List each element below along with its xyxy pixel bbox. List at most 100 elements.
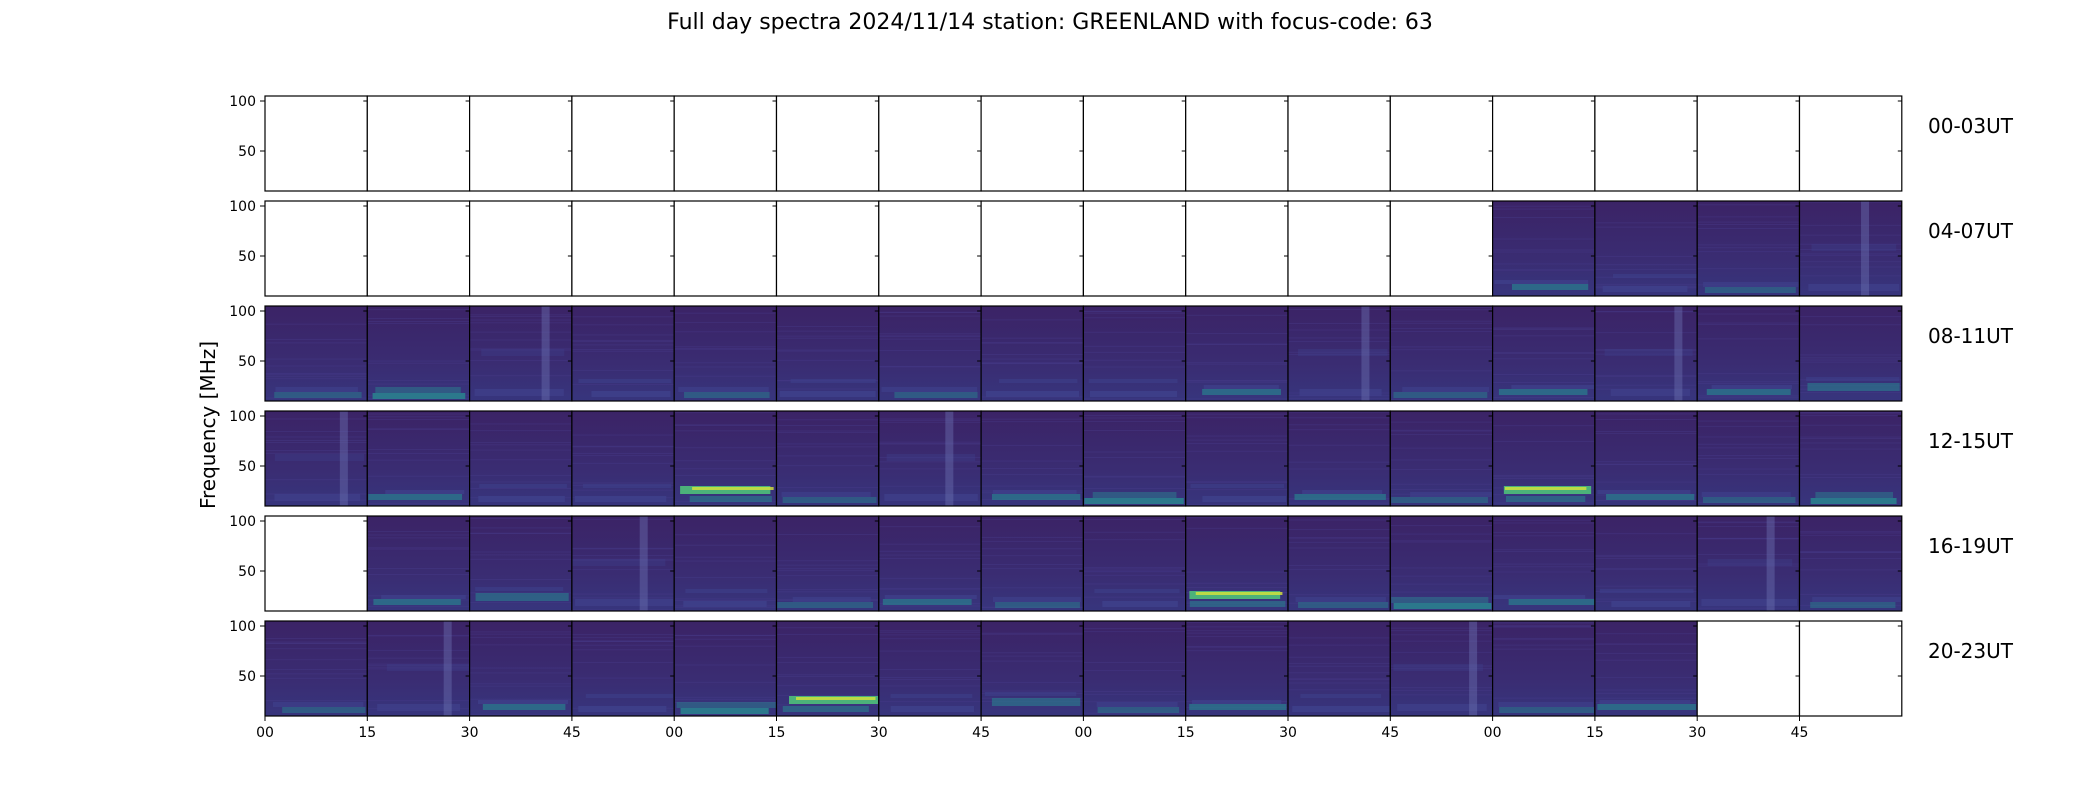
noise-line: [571, 518, 675, 520]
spectrum-panel: [366, 620, 471, 717]
noise-line: [1697, 204, 1800, 206]
spectrum-panel: [775, 410, 880, 507]
noise-line: [469, 322, 572, 324]
empty-panel: [1288, 96, 1391, 191]
noise-line: [367, 666, 470, 668]
noise-line: [1185, 571, 1288, 573]
emission-band: [689, 496, 772, 502]
x-tick-label: 00: [1484, 725, 1502, 741]
spectrum-background: [571, 516, 675, 611]
noise-line: [878, 333, 982, 335]
noise-line: [1697, 420, 1800, 422]
spectrum-panel: [264, 95, 368, 192]
noise-line: [674, 606, 777, 608]
noise-line: [1492, 522, 1595, 524]
noise-line: [878, 441, 982, 443]
noise-line: [878, 366, 982, 368]
noise-line: [1185, 481, 1288, 483]
emission-band: [1612, 274, 1697, 278]
x-tick-label: 15: [358, 725, 376, 741]
emission-band: [792, 597, 871, 602]
empty-panel: [981, 96, 1084, 191]
emission-band: [1094, 589, 1180, 593]
emission-band: [1203, 385, 1279, 389]
y-tick-label: 50: [238, 354, 256, 370]
noise-line: [776, 424, 879, 426]
noise-line: [1594, 697, 1698, 699]
spectrum-background: [1185, 411, 1288, 506]
noise-line: [1697, 268, 1800, 270]
noise-line: [674, 430, 777, 432]
spectrum-panel: [1491, 305, 1596, 402]
noise-line: [1185, 646, 1288, 648]
empty-panel: [265, 516, 368, 611]
noise-line: [981, 444, 1084, 446]
noise-line: [776, 575, 879, 577]
noise-line: [1083, 631, 1186, 633]
noise-line: [1083, 583, 1186, 585]
noise-line: [981, 690, 1084, 692]
x-tick-label: 30: [461, 725, 479, 741]
emission-band: [1602, 286, 1688, 292]
spectrum-panel: [264, 515, 368, 612]
noise-line: [776, 633, 879, 635]
noise-line: [776, 591, 879, 593]
noise-line: [878, 577, 982, 579]
noise-line: [571, 446, 675, 448]
spectrum-background: [1288, 621, 1391, 716]
spectrum-panel: [1798, 620, 1903, 717]
noise-line: [1594, 264, 1698, 266]
noise-line: [1185, 362, 1288, 364]
noise-line: [1083, 398, 1186, 400]
noise-line: [1697, 538, 1800, 540]
noise-line: [367, 664, 470, 666]
noise-line: [1288, 337, 1391, 339]
emission-band: [685, 589, 768, 593]
noise-line: [1083, 568, 1186, 570]
noise-line: [1185, 380, 1288, 382]
spectrum-panel: [1185, 200, 1289, 297]
emission-band: [1499, 707, 1594, 713]
noise-line: [1390, 430, 1493, 432]
noise-line: [1390, 627, 1493, 629]
spectrum-panel: [469, 95, 573, 192]
noise-line: [571, 662, 675, 664]
noise-line: [1083, 596, 1186, 598]
noise-line: [1492, 622, 1595, 624]
noise-line: [1799, 324, 1902, 326]
emission-band: [1092, 492, 1177, 498]
emission-band: [1610, 389, 1690, 396]
noise-line: [776, 335, 879, 337]
noise-line: [1288, 662, 1391, 664]
emission-band: [585, 694, 674, 698]
noise-line: [1799, 474, 1902, 476]
spectrum-panel: [571, 410, 675, 507]
spectrum-background: [1799, 201, 1902, 296]
spectrum-background: [1697, 516, 1800, 611]
emission-band: [275, 387, 358, 392]
emission-band: [274, 454, 365, 461]
emission-band: [482, 704, 566, 710]
noise-line: [571, 609, 675, 611]
noise-line: [571, 554, 675, 556]
noise-line: [1185, 314, 1288, 316]
spectrum-panel: [264, 200, 368, 297]
noise-line: [674, 638, 777, 640]
emission-band: [1505, 496, 1586, 502]
noise-line: [776, 533, 879, 535]
noise-line: [674, 534, 777, 536]
spectrum-panel: [1491, 200, 1596, 297]
emission-band: [274, 494, 361, 501]
noise-line: [1492, 550, 1595, 552]
noise-line: [1492, 476, 1595, 478]
empty-panel: [367, 201, 470, 296]
noise-line: [1185, 527, 1288, 529]
noise-line: [1594, 558, 1698, 560]
spectrum-panel: [366, 515, 471, 612]
noise-line: [1390, 306, 1493, 308]
emission-band: [474, 389, 564, 396]
spectrum-background: [1083, 516, 1186, 611]
noise-line: [265, 668, 368, 670]
spectrum-background: [981, 306, 1084, 401]
emission-band: [992, 490, 1077, 494]
